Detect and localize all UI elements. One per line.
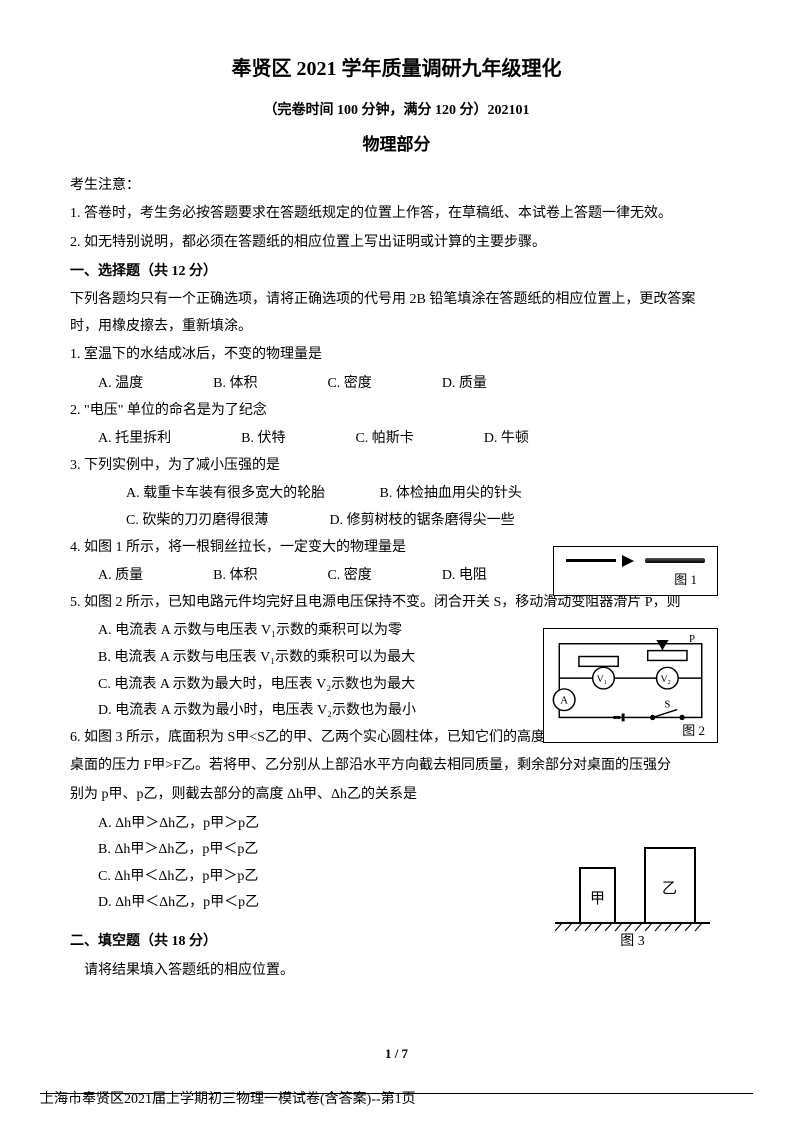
- q3-stem: 3. 下列实例中，为了减小压强的是: [70, 453, 723, 480]
- footer-text: 上海市奉贤区2021届上学期初三物理一模试卷(含答案)--第1页: [40, 1087, 416, 1114]
- q1-opt-b: B. 体积: [213, 371, 257, 398]
- figure-1-arrow-icon: [622, 555, 634, 567]
- q2-opt-a: A. 托里拆利: [98, 426, 171, 453]
- figure-2-label: 图 2: [682, 719, 705, 744]
- q1-opt-c: C. 密度: [327, 371, 371, 398]
- q3-opt-a: A. 载重卡车装有很多宽大的轮胎: [126, 481, 376, 508]
- notice-heading: 考生注意：: [70, 173, 723, 200]
- figure-1: 图 1: [553, 546, 718, 596]
- figure-3: 甲 乙 图 3: [550, 818, 715, 948]
- q3-opt-d: D. 修剪树枝的锯条磨得尖一些: [330, 513, 515, 528]
- figure-3-label-jia: 甲: [590, 891, 605, 907]
- page-title: 奉贤区 2021 学年质量调研九年级理化: [70, 50, 723, 88]
- figure-2: P V₁ V₂ A S 图 2: [543, 628, 718, 743]
- figure-1-label: 图 1: [674, 568, 697, 593]
- q3-opt-c: C. 砍柴的刀刃磨得很薄: [126, 508, 326, 535]
- q2-opt-b: B. 伏特: [241, 426, 285, 453]
- q3-row1: A. 载重卡车装有很多宽大的轮胎 B. 体检抽血用尖的针头: [70, 481, 723, 508]
- q6-stem-3: 别为 p甲、p乙，则截去部分的高度 Δh甲、Δh乙的关系是: [70, 782, 723, 809]
- q2-opt-d: D. 牛顿: [484, 426, 529, 453]
- figure-2-label-v1: V₁: [597, 674, 608, 685]
- figure-2-label-p: P: [689, 633, 695, 645]
- notice-line-1: 1. 答卷时，考生务必按答题要求在答题纸规定的位置上作答，在草稿纸、本试卷上答题…: [70, 201, 723, 228]
- page-number: 1 / 7: [0, 1042, 793, 1067]
- q4-opt-a: A. 质量: [98, 563, 143, 590]
- figure-3-label-yi: 乙: [662, 881, 677, 897]
- figure-2-label-s: S: [664, 699, 670, 711]
- subject-title: 物理部分: [70, 129, 723, 161]
- section-2-intro: 请将结果填入答题纸的相应位置。: [70, 958, 723, 985]
- q1-options: A. 温度 B. 体积 C. 密度 D. 质量: [70, 371, 723, 398]
- figure-2-label-v2: V₂: [660, 674, 671, 685]
- q4-opt-d: D. 电阻: [442, 563, 487, 590]
- q2-stem: 2. "电压" 单位的命名是为了纪念: [70, 398, 723, 425]
- exam-info: （完卷时间 100 分钟，满分 120 分）202101: [70, 98, 723, 125]
- figure-1-wire-before: [566, 559, 616, 562]
- q3-row2: C. 砍柴的刀刃磨得很薄 D. 修剪树枝的锯条磨得尖一些: [70, 508, 723, 535]
- q1-stem: 1. 室温下的水结成冰后，不变的物理量是: [70, 342, 723, 369]
- notice-line-2: 2. 如无特别说明，都必须在答题纸的相应位置上写出证明或计算的主要步骤。: [70, 230, 723, 257]
- section-1-intro: 下列各题均只有一个正确选项，请将正确选项的代号用 2B 铅笔填涂在答题纸的相应位…: [70, 287, 723, 340]
- figure-2-label-a: A: [560, 695, 568, 707]
- q4-opt-b: B. 体积: [213, 563, 257, 590]
- figure-1-wire-after: [645, 558, 705, 563]
- q4-opt-c: C. 密度: [327, 563, 371, 590]
- q6-stem-2: 桌面的压力 F甲>F乙。若将甲、乙分别从上部沿水平方向截去相同质量，剩余部分对桌…: [70, 753, 723, 780]
- figure-3-label: 图 3: [550, 929, 715, 956]
- q1-opt-d: D. 质量: [442, 371, 487, 398]
- section-1-header: 一、选择题（共 12 分）: [70, 259, 723, 286]
- q3-opt-b: B. 体检抽血用尖的针头: [380, 486, 522, 501]
- q2-options: A. 托里拆利 B. 伏特 C. 帕斯卡 D. 牛顿: [70, 426, 723, 453]
- q1-opt-a: A. 温度: [98, 371, 143, 398]
- q2-opt-c: C. 帕斯卡: [355, 426, 413, 453]
